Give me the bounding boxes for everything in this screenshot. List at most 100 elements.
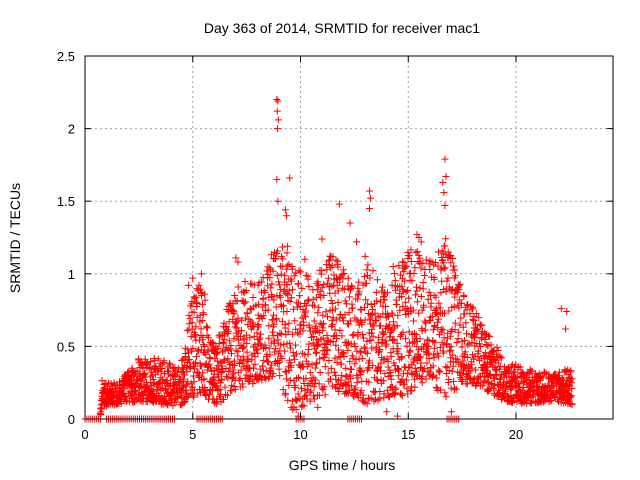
data-point — [117, 399, 125, 407]
data-point — [127, 392, 135, 400]
data-point — [345, 293, 353, 301]
data-point — [274, 247, 282, 255]
data-point — [420, 365, 428, 373]
data-point — [380, 330, 388, 338]
data-point — [412, 291, 420, 299]
data-point — [295, 267, 303, 275]
data-point — [283, 281, 291, 289]
data-point — [453, 355, 461, 363]
data-point — [434, 315, 442, 323]
data-point — [234, 352, 242, 360]
data-point — [306, 397, 314, 405]
data-point — [408, 383, 416, 391]
data-point — [311, 364, 319, 372]
data-point — [243, 348, 251, 356]
data-point — [451, 266, 459, 274]
data-point — [420, 272, 428, 280]
data-point — [491, 374, 499, 382]
data-point — [182, 353, 190, 361]
data-point — [405, 348, 413, 356]
data-point — [223, 391, 231, 399]
data-point — [486, 333, 494, 341]
data-point — [334, 298, 342, 306]
data-point — [430, 354, 438, 362]
data-point — [435, 368, 443, 376]
x-tick-label: 5 — [189, 427, 196, 442]
data-point — [431, 339, 439, 347]
data-point — [426, 265, 434, 273]
data-point — [191, 294, 199, 302]
data-point — [253, 345, 261, 353]
data-point — [249, 294, 257, 302]
data-point — [450, 377, 458, 385]
data-point — [186, 315, 194, 323]
data-point — [320, 320, 328, 328]
data-point — [361, 343, 369, 351]
data-point — [364, 300, 372, 308]
data-point — [434, 248, 442, 256]
data-point — [274, 97, 282, 105]
data-point — [327, 263, 335, 271]
data-point — [319, 311, 327, 319]
data-point — [316, 369, 324, 377]
data-point — [200, 310, 208, 318]
data-point — [283, 307, 291, 315]
data-point — [567, 367, 575, 375]
data-point — [185, 311, 193, 319]
data-point — [442, 173, 450, 181]
data-point — [389, 263, 397, 271]
data-point — [566, 393, 574, 401]
data-point — [234, 314, 242, 322]
data-point — [365, 357, 373, 365]
data-point — [353, 379, 361, 387]
data-point — [421, 326, 429, 334]
data-point — [357, 367, 365, 375]
data-point — [312, 349, 320, 357]
data-point — [441, 202, 449, 210]
data-point — [452, 385, 460, 393]
data-point — [365, 187, 373, 195]
data-point — [399, 258, 407, 266]
data-point — [351, 360, 359, 368]
data-point — [212, 343, 220, 351]
data-point — [277, 330, 285, 338]
data-point — [335, 387, 343, 395]
data-point — [257, 372, 265, 380]
data-point — [481, 335, 489, 343]
data-point — [483, 342, 491, 350]
data-point — [450, 262, 458, 270]
data-point — [404, 286, 412, 294]
data-point — [239, 383, 247, 391]
data-point — [429, 372, 437, 380]
data-point — [189, 345, 197, 353]
data-point — [423, 359, 431, 367]
data-point — [286, 339, 294, 347]
data-point — [355, 394, 363, 402]
data-point — [249, 322, 257, 330]
data-point — [409, 317, 417, 325]
data-point — [315, 304, 323, 312]
data-point — [275, 359, 283, 367]
data-point — [271, 255, 279, 263]
data-point — [245, 315, 253, 323]
data-point — [260, 357, 268, 365]
data-point — [327, 297, 335, 305]
data-point — [268, 372, 276, 380]
data-point — [411, 383, 419, 391]
data-point — [352, 390, 360, 398]
data-point — [430, 344, 438, 352]
data-point — [233, 317, 241, 325]
data-point — [334, 346, 342, 354]
data-point — [519, 370, 527, 378]
data-point — [192, 323, 200, 331]
data-point — [273, 107, 281, 115]
data-point — [223, 329, 231, 337]
data-point — [464, 353, 472, 361]
data-point — [196, 285, 204, 293]
data-point — [408, 370, 416, 378]
data-point — [337, 353, 345, 361]
data-point — [389, 318, 397, 326]
data-point — [338, 332, 346, 340]
data-point — [384, 363, 392, 371]
data-point — [482, 370, 490, 378]
